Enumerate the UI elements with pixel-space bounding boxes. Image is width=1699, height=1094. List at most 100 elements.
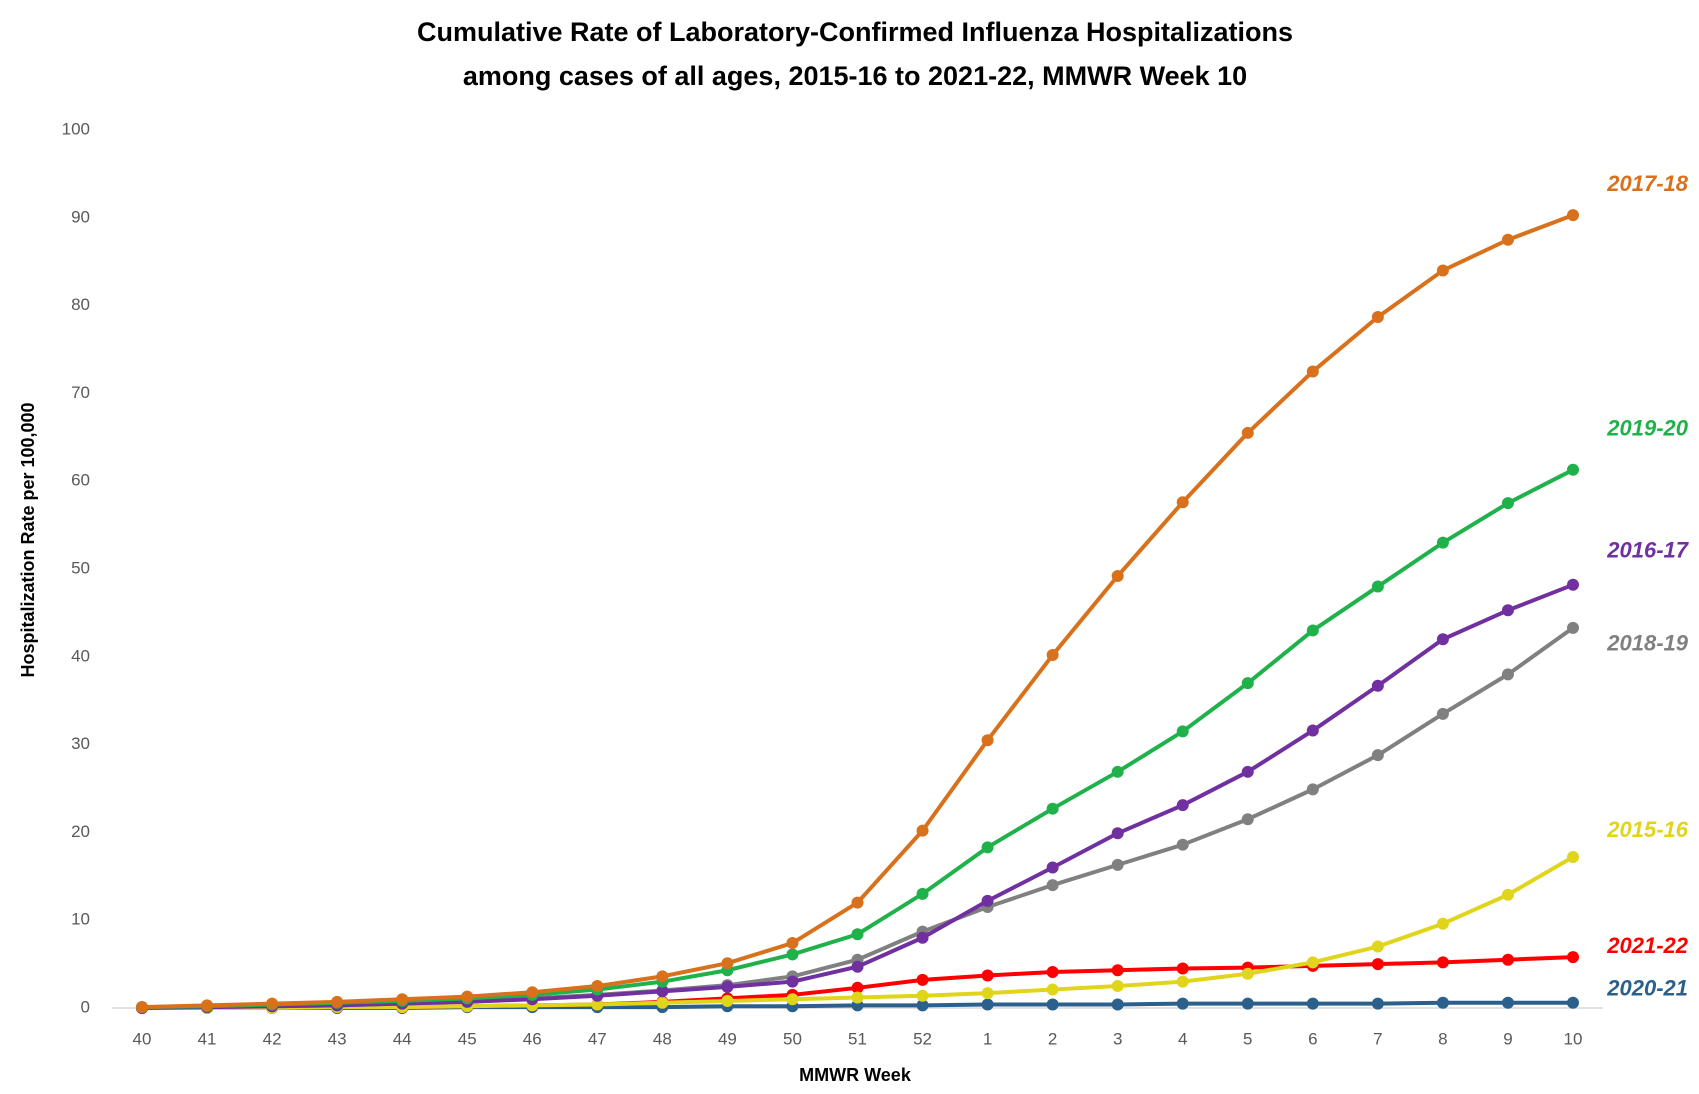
y-tick-label: 80 xyxy=(71,295,90,314)
data-point xyxy=(981,987,994,1000)
chart-title: Cumulative Rate of Laboratory-Confirmed … xyxy=(417,17,1293,47)
data-point xyxy=(1241,813,1254,826)
y-tick-label: 0 xyxy=(81,997,90,1016)
data-point xyxy=(1046,998,1059,1011)
data-point xyxy=(1436,633,1449,646)
data-point xyxy=(1111,998,1124,1011)
series-line xyxy=(141,468,1574,1010)
data-point xyxy=(1371,580,1384,593)
data-point xyxy=(1371,997,1384,1010)
x-tick-label: 43 xyxy=(328,1029,347,1048)
data-point xyxy=(851,960,864,973)
x-tick-label: 6 xyxy=(1308,1029,1317,1048)
x-tick-label: 52 xyxy=(913,1029,932,1048)
data-point xyxy=(1111,964,1124,977)
data-point xyxy=(1436,996,1449,1009)
y-tick-label: 40 xyxy=(71,646,90,665)
x-tick-label: 40 xyxy=(133,1029,152,1048)
x-tick-label: 8 xyxy=(1438,1029,1447,1048)
data-point xyxy=(1046,879,1059,892)
data-point xyxy=(786,975,799,988)
data-point xyxy=(201,999,214,1012)
data-point xyxy=(916,887,929,900)
data-point xyxy=(1306,783,1319,796)
data-point xyxy=(1371,940,1384,953)
y-tick-label: 70 xyxy=(71,383,90,402)
data-point xyxy=(591,998,604,1011)
data-point xyxy=(1306,365,1319,378)
data-point xyxy=(1436,264,1449,277)
series-label: 2019-20 xyxy=(1606,416,1689,441)
data-point xyxy=(1046,983,1059,996)
series-label: 2017-18 xyxy=(1606,171,1689,196)
data-point xyxy=(1436,956,1449,969)
y-tick-label: 50 xyxy=(71,558,90,577)
data-point xyxy=(981,969,994,982)
x-tick-label: 50 xyxy=(783,1029,802,1048)
data-point xyxy=(1046,966,1059,979)
y-tick-label: 90 xyxy=(71,207,90,226)
y-tick-label: 60 xyxy=(71,471,90,490)
data-point xyxy=(721,957,734,970)
data-point xyxy=(1176,962,1189,975)
y-tick-label: 10 xyxy=(71,910,90,929)
data-point xyxy=(1176,496,1189,509)
data-point xyxy=(1306,724,1319,737)
data-point xyxy=(136,1001,148,1014)
data-point xyxy=(1567,951,1579,964)
data-point xyxy=(1111,765,1124,778)
x-tick-label: 46 xyxy=(523,1029,542,1048)
data-point xyxy=(1436,917,1449,930)
data-point xyxy=(1176,838,1189,851)
x-tick-label: 1 xyxy=(983,1029,992,1048)
data-point xyxy=(1436,536,1449,549)
x-axis-label: MMWR Week xyxy=(799,1065,912,1085)
data-point xyxy=(1176,975,1189,988)
data-point xyxy=(851,981,864,994)
data-point xyxy=(1176,799,1189,812)
chart-subtitle: among cases of all ages, 2015-16 to 2021… xyxy=(463,61,1247,91)
data-point xyxy=(1567,209,1579,222)
data-point xyxy=(1046,802,1059,815)
x-tick-label: 49 xyxy=(718,1029,737,1048)
data-point xyxy=(1371,958,1384,971)
data-point xyxy=(1501,888,1514,901)
data-point xyxy=(396,993,409,1006)
data-point xyxy=(851,991,864,1004)
data-point xyxy=(331,995,344,1008)
data-point xyxy=(656,996,669,1009)
data-point xyxy=(851,896,864,909)
data-point xyxy=(1241,967,1254,980)
x-tick-label: 51 xyxy=(848,1029,867,1048)
data-point xyxy=(1046,649,1059,662)
x-tick-label: 7 xyxy=(1373,1029,1382,1048)
data-point xyxy=(1111,570,1124,583)
x-tick-label: 47 xyxy=(588,1029,607,1048)
data-point xyxy=(1176,997,1189,1010)
data-point xyxy=(916,989,929,1002)
data-point xyxy=(981,998,994,1011)
data-point xyxy=(266,997,279,1010)
data-point xyxy=(1501,497,1514,510)
x-tick-label: 44 xyxy=(393,1029,412,1048)
x-tick-label: 2 xyxy=(1048,1029,1057,1048)
x-tick-label: 48 xyxy=(653,1029,672,1048)
data-point xyxy=(1306,956,1319,969)
data-point xyxy=(1501,604,1514,617)
data-point xyxy=(786,948,799,961)
data-point xyxy=(1111,827,1124,840)
y-axis-label: Hospitalization Rate per 100,000 xyxy=(18,402,38,677)
y-tick-label: 30 xyxy=(71,734,90,753)
data-point xyxy=(1306,997,1319,1010)
x-tick-label: 42 xyxy=(263,1029,282,1048)
data-point xyxy=(721,994,734,1007)
series-line xyxy=(141,213,1574,1010)
data-point xyxy=(1241,426,1254,439)
data-point xyxy=(916,931,929,944)
x-tick-label: 10 xyxy=(1564,1029,1583,1048)
data-point xyxy=(1567,578,1579,591)
x-tick-label: 5 xyxy=(1243,1029,1252,1048)
series-label: 2021-22 xyxy=(1606,933,1689,958)
data-point xyxy=(851,928,864,941)
data-point xyxy=(1501,996,1514,1009)
